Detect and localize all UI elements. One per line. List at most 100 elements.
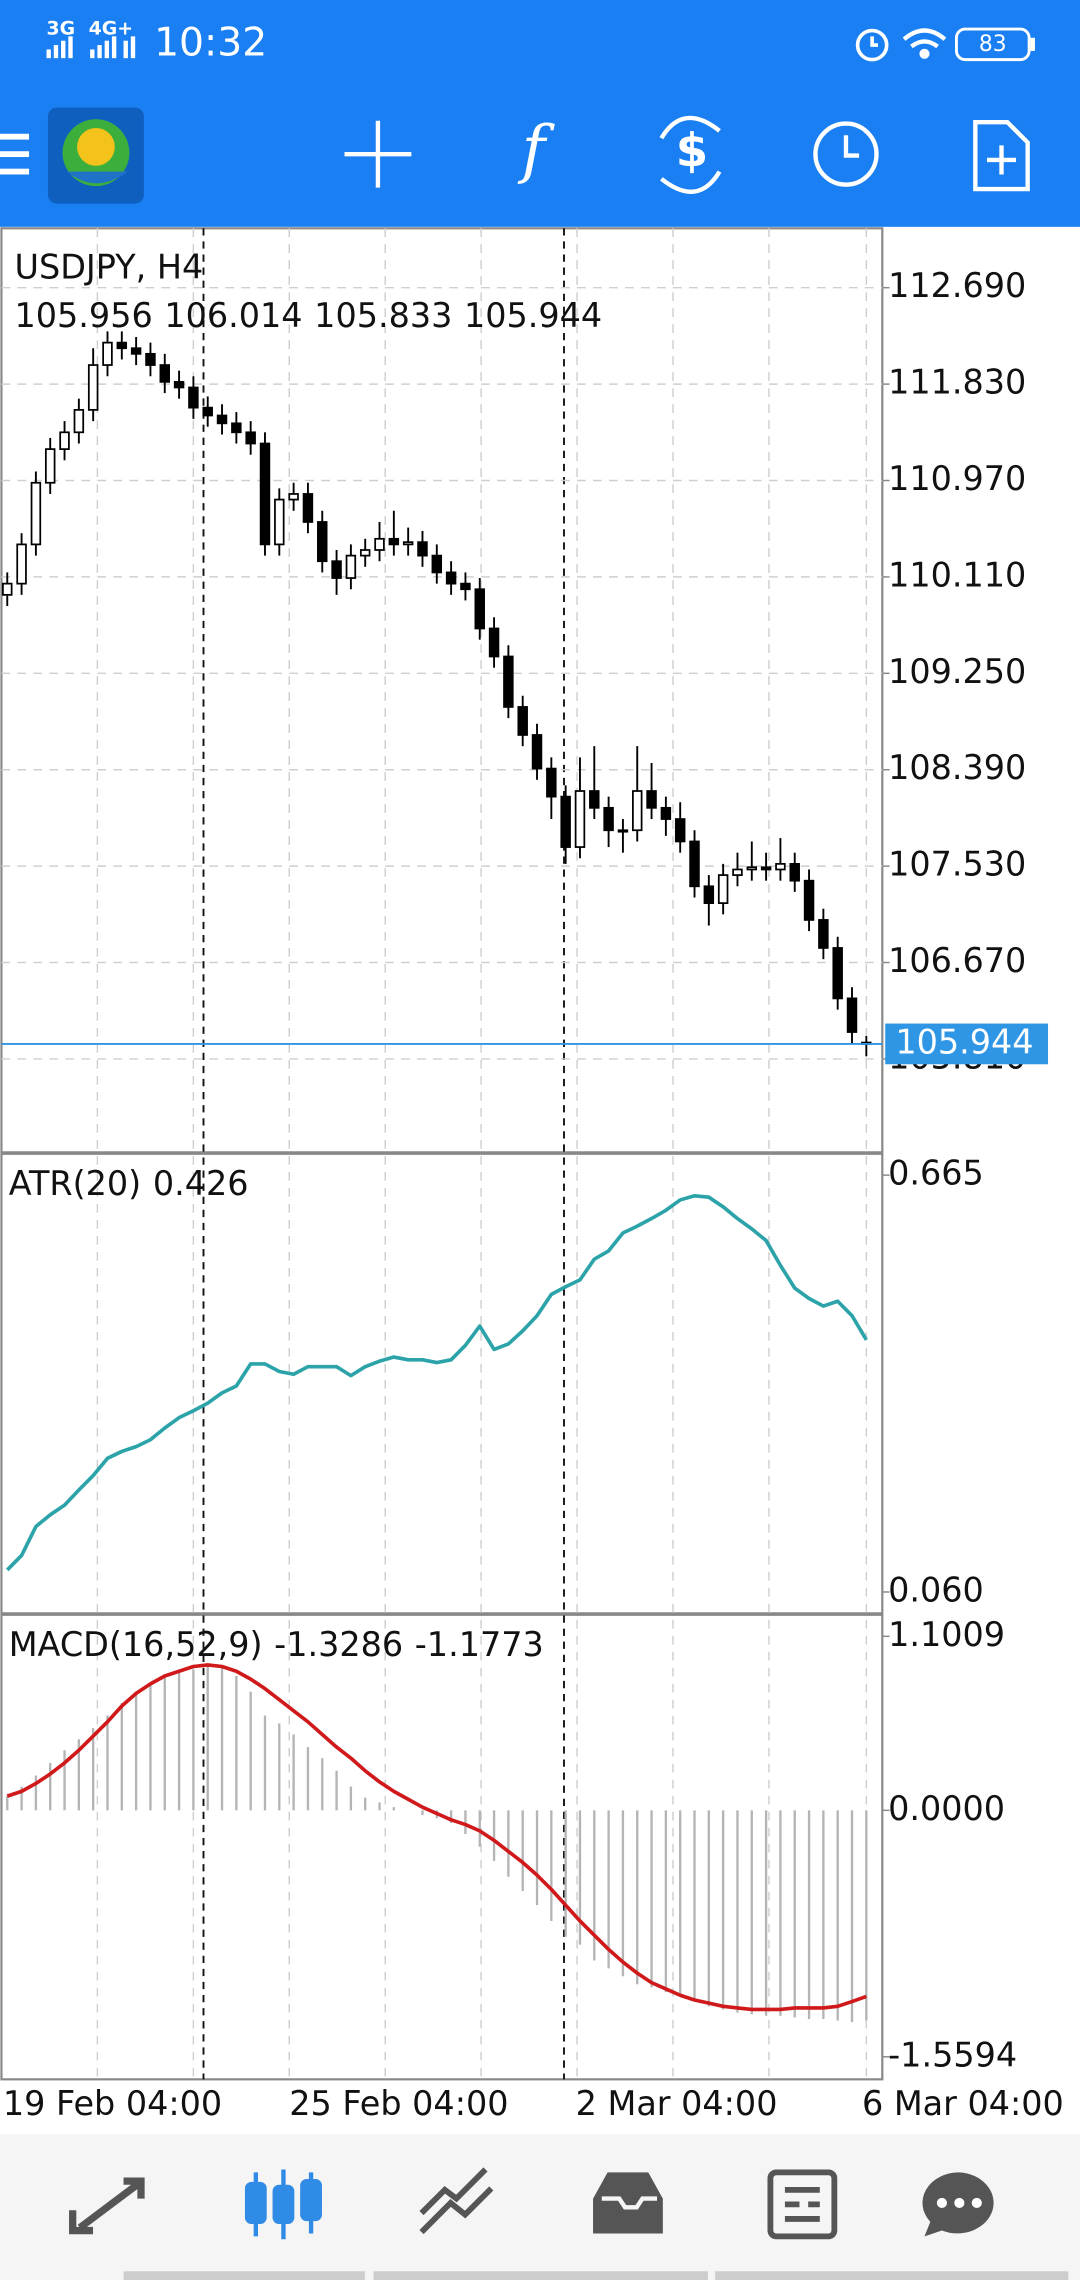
candle-body — [73, 409, 85, 434]
candle-body — [216, 414, 228, 425]
battery-level: 83 — [979, 32, 1007, 57]
y-tick-label: 109.250 — [888, 652, 1026, 691]
signal-value: -1.1773 — [415, 1625, 544, 1664]
y-tick-label: 112.690 — [888, 266, 1026, 305]
low-value: 105.833 — [314, 295, 452, 334]
candle-body — [717, 874, 729, 904]
trade-tab[interactable] — [419, 2167, 494, 2235]
candle-body — [803, 879, 815, 921]
candle-body — [431, 554, 443, 574]
trade-icon-symbol: $ — [676, 124, 708, 178]
candle-body — [245, 431, 256, 445]
candle-body — [789, 863, 800, 882]
atr-value: 0.426 — [153, 1164, 249, 1203]
candle-body — [660, 806, 672, 820]
x-tick-label: 6 Mar 04:00 — [862, 2084, 1064, 2123]
candle-body — [775, 863, 786, 871]
candle-body — [445, 571, 457, 585]
candle-body — [632, 790, 643, 832]
menu-button[interactable] — [0, 133, 30, 175]
ohlc-readout: 105.956 106.014 105.833 105.944 — [15, 295, 603, 334]
candle-body — [474, 588, 485, 630]
atr-title: ATR(20) — [9, 1164, 141, 1203]
battery-icon — [954, 27, 1031, 62]
candle-body — [646, 790, 657, 809]
candle-body — [2, 582, 13, 596]
news-tab[interactable] — [767, 2169, 838, 2240]
candle-body — [760, 866, 772, 871]
candle-body — [746, 866, 758, 871]
candle-body — [274, 498, 285, 546]
candle-body — [732, 868, 743, 876]
wifi-icon — [902, 28, 947, 59]
history-tab[interactable] — [593, 2172, 663, 2234]
macd-value: -1.3286 — [274, 1625, 403, 1664]
candle-body — [560, 795, 571, 848]
candle-body — [302, 493, 314, 523]
chat-tab[interactable] — [922, 2172, 994, 2237]
candle-body — [818, 919, 829, 949]
candle-body — [87, 364, 99, 411]
candle-body — [846, 997, 858, 1033]
chart-title: USDJPY, H4 — [15, 248, 204, 287]
signal-icon — [46, 36, 136, 59]
candle-body — [16, 543, 27, 585]
y-tick-label: 107.530 — [888, 845, 1026, 884]
candle-body — [202, 406, 213, 417]
quotes-tab[interactable] — [69, 2177, 145, 2235]
candle-body — [402, 541, 414, 546]
app-header — [0, 0, 1080, 227]
x-tick-label: 19 Feb 04:00 — [3, 2084, 222, 2123]
candle-body — [345, 554, 357, 579]
chart-tab[interactable] — [244, 2169, 322, 2240]
candle-body — [44, 448, 56, 484]
candle-body — [374, 537, 385, 551]
crosshair-button[interactable] — [344, 120, 412, 188]
x-tick-label: 2 Mar 04:00 — [576, 2084, 778, 2123]
candle-body — [517, 706, 528, 736]
candle-body — [259, 442, 271, 546]
candle-body — [173, 380, 185, 389]
indicator-line — [5, 1193, 868, 1572]
y-tick-label: 110.970 — [888, 459, 1026, 498]
candle-body — [145, 352, 156, 366]
candle-body — [531, 734, 543, 770]
candle-body — [188, 386, 199, 409]
y-tick-label: 108.390 — [888, 748, 1026, 787]
current-price-badge — [885, 1023, 1049, 1065]
y-tick-label: 0.060 — [888, 1570, 984, 1609]
plot-layer: 112.690 111.830 110.970 110.110 109.250 108.3… — [1, 266, 1064, 2123]
y-tick-label: -1.5594 — [888, 2035, 1017, 2074]
period-button[interactable] — [813, 121, 879, 187]
candle-body — [231, 422, 242, 434]
current-price-label: 105.944 — [895, 1022, 1033, 1061]
new-order-button[interactable] — [973, 119, 1030, 192]
candle-body — [603, 806, 614, 832]
candle-body — [116, 341, 128, 350]
candle-body — [159, 364, 170, 383]
chart-frame — [0, 227, 884, 2081]
candle-body — [674, 818, 686, 843]
indicator-title: ATR(20) 0.426 — [9, 1164, 249, 1203]
candle-body — [574, 790, 586, 848]
high-value: 106.014 — [164, 295, 302, 334]
signal-line — [6, 1663, 867, 2012]
candle-body — [317, 521, 328, 563]
candle-body — [546, 767, 557, 798]
y-tick-label: 0.0000 — [888, 1789, 1005, 1828]
candle-body — [102, 341, 113, 366]
candle-body — [417, 541, 428, 557]
y-tick-label: 111.830 — [888, 363, 1026, 402]
candle-body — [331, 560, 342, 579]
candle-body — [30, 481, 42, 546]
candle-body — [703, 885, 715, 904]
candle-body — [288, 493, 299, 501]
nav-indicator — [123, 2271, 1069, 2280]
y-tick-label: 0.665 — [888, 1154, 984, 1193]
network-label: 3G — [47, 18, 76, 40]
alarm-icon — [855, 28, 889, 62]
trade-button[interactable]: $ — [659, 115, 722, 194]
indicator-title: MACD(16,52,9) -1.3286 -1.1773 — [9, 1625, 544, 1664]
candle-body — [59, 431, 70, 450]
app-logo[interactable] — [47, 107, 144, 204]
